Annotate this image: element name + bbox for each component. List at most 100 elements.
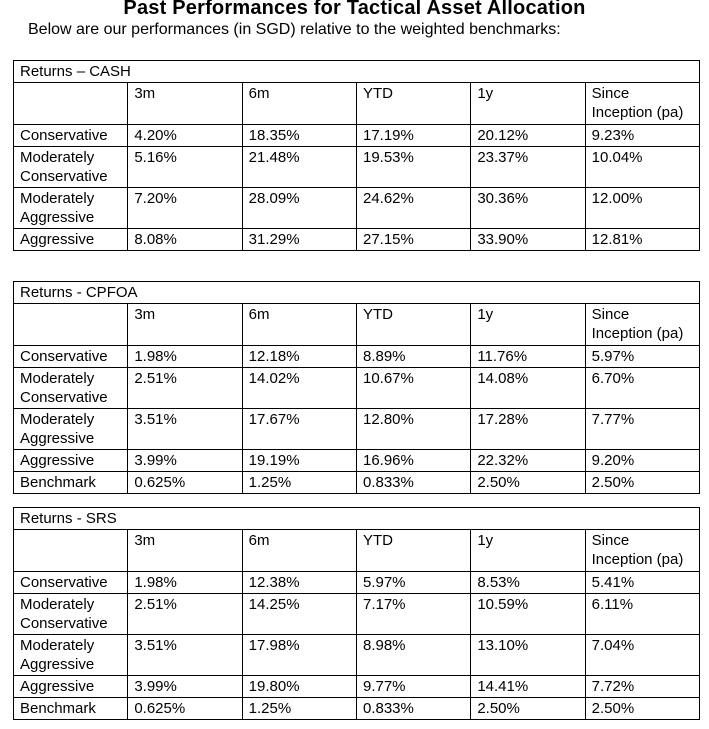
row-label: Moderately Aggressive [12,408,129,450]
row-label: Conservative [12,124,129,147]
value-cell: 2.51% [127,593,243,635]
value-cell: 7.04% [584,634,701,676]
col-header-6m: 6m [241,82,357,125]
table-row-moderately-conservative: Moderately Conservative 2.51% 14.25% 7.1… [12,593,701,635]
row-label: Moderately Aggressive [12,187,129,229]
row-label: Conservative [12,345,129,368]
value-cell: 14.41% [470,675,586,698]
value-cell: 33.90% [470,228,586,251]
value-cell: 5.97% [355,571,472,594]
value-cell: 14.25% [241,593,357,635]
value-cell: 22.32% [470,449,586,472]
column-header-row: 3m 6m YTD 1y Since Inception (pa) [12,82,701,125]
table-title: Returns – CASH [13,60,700,83]
value-cell: 10.67% [355,367,472,409]
value-cell: 9.77% [355,675,472,698]
value-cell: 2.50% [470,471,586,494]
value-cell: 3.99% [127,675,243,698]
value-cell: 14.02% [241,367,357,409]
value-cell: 7.77% [584,408,701,450]
page-title: Past Performances for Tactical Asset All… [123,0,586,19]
col-header-ytd: YTD [355,82,472,125]
value-cell: 1.25% [241,471,357,494]
value-cell: 2.50% [584,471,701,494]
col-header-3m: 3m [127,529,243,572]
value-cell: 21.48% [241,146,357,188]
table-row-conservative: Conservative 4.20% 18.35% 17.19% 20.12% … [12,124,701,147]
value-cell: 18.35% [241,124,357,147]
value-cell: 28.09% [241,187,357,229]
value-cell: 2.50% [584,697,701,720]
value-cell: 27.15% [355,228,472,251]
col-header-6m: 6m [241,529,357,572]
row-label: Benchmark [12,697,129,720]
col-header-1y: 1y [470,82,586,125]
table-title-row: Returns – CASH [13,60,700,83]
value-cell: 0.833% [355,697,472,720]
value-cell: 4.20% [127,124,243,147]
table-title-row: Returns - CPFOA [13,281,700,304]
col-header-1y: 1y [470,529,586,572]
value-cell: 7.17% [355,593,472,635]
row-label: Moderately Conservative [12,367,129,409]
value-cell: 12.00% [584,187,701,229]
corner-cell [12,303,129,346]
value-cell: 23.37% [470,146,586,188]
row-label: Benchmark [12,471,129,494]
table-row-conservative: Conservative 1.98% 12.38% 5.97% 8.53% 5.… [12,571,701,594]
column-header-row: 3m 6m YTD 1y Since Inception (pa) [12,529,701,572]
col-header-1y: 1y [470,303,586,346]
table-row-moderately-aggressive: Moderately Aggressive 7.20% 28.09% 24.62… [12,187,701,229]
row-label: Moderately Conservative [12,593,129,635]
value-cell: 3.51% [127,408,243,450]
page-subtitle: Below are our performances (in SGD) rela… [28,21,561,38]
value-cell: 19.19% [241,449,357,472]
value-cell: 19.80% [241,675,357,698]
value-cell: 2.50% [470,697,586,720]
value-cell: 12.18% [241,345,357,368]
value-cell: 0.625% [127,471,243,494]
value-cell: 3.51% [127,634,243,676]
table-row-moderately-aggressive: Moderately Aggressive 3.51% 17.98% 8.98%… [12,634,701,676]
value-cell: 17.19% [355,124,472,147]
table-row-conservative: Conservative 1.98% 12.18% 8.89% 11.76% 5… [12,345,701,368]
value-cell: 8.53% [470,571,586,594]
value-cell: 8.08% [127,228,243,251]
value-cell: 10.59% [470,593,586,635]
col-header-since-inception: Since Inception (pa) [584,529,701,572]
col-header-3m: 3m [127,303,243,346]
value-cell: 9.23% [584,124,701,147]
col-header-ytd: YTD [355,303,472,346]
column-header-row: 3m 6m YTD 1y Since Inception (pa) [12,303,701,346]
row-label: Aggressive [12,228,129,251]
value-cell: 1.25% [241,697,357,720]
row-label: Moderately Aggressive [12,634,129,676]
col-header-since-inception: Since Inception (pa) [584,303,701,346]
value-cell: 12.81% [584,228,701,251]
value-cell: 7.72% [584,675,701,698]
corner-cell [12,82,129,125]
value-cell: 16.96% [355,449,472,472]
value-cell: 5.97% [584,345,701,368]
table-row-moderately-conservative: Moderately Conservative 5.16% 21.48% 19.… [12,146,701,188]
value-cell: 12.38% [241,571,357,594]
value-cell: 31.29% [241,228,357,251]
value-cell: 12.80% [355,408,472,450]
returns-cpfoa-table: Returns - CPFOA 3m 6m YTD 1y Since Incep… [12,281,701,494]
value-cell: 20.12% [470,124,586,147]
value-cell: 30.36% [470,187,586,229]
table-title: Returns - SRS [13,507,700,530]
value-cell: 5.41% [584,571,701,594]
table-row-benchmark: Benchmark 0.625% 1.25% 0.833% 2.50% 2.50… [12,697,701,720]
value-cell: 7.20% [127,187,243,229]
value-cell: 5.16% [127,146,243,188]
table-row-aggressive: Aggressive 8.08% 31.29% 27.15% 33.90% 12… [12,228,701,251]
row-label: Conservative [12,571,129,594]
value-cell: 9.20% [584,449,701,472]
col-header-ytd: YTD [355,529,472,572]
table-row-aggressive: Aggressive 3.99% 19.80% 9.77% 14.41% 7.7… [12,675,701,698]
value-cell: 6.70% [584,367,701,409]
table-row-moderately-aggressive: Moderately Aggressive 3.51% 17.67% 12.80… [12,408,701,450]
value-cell: 17.98% [241,634,357,676]
row-label: Moderately Conservative [12,146,129,188]
